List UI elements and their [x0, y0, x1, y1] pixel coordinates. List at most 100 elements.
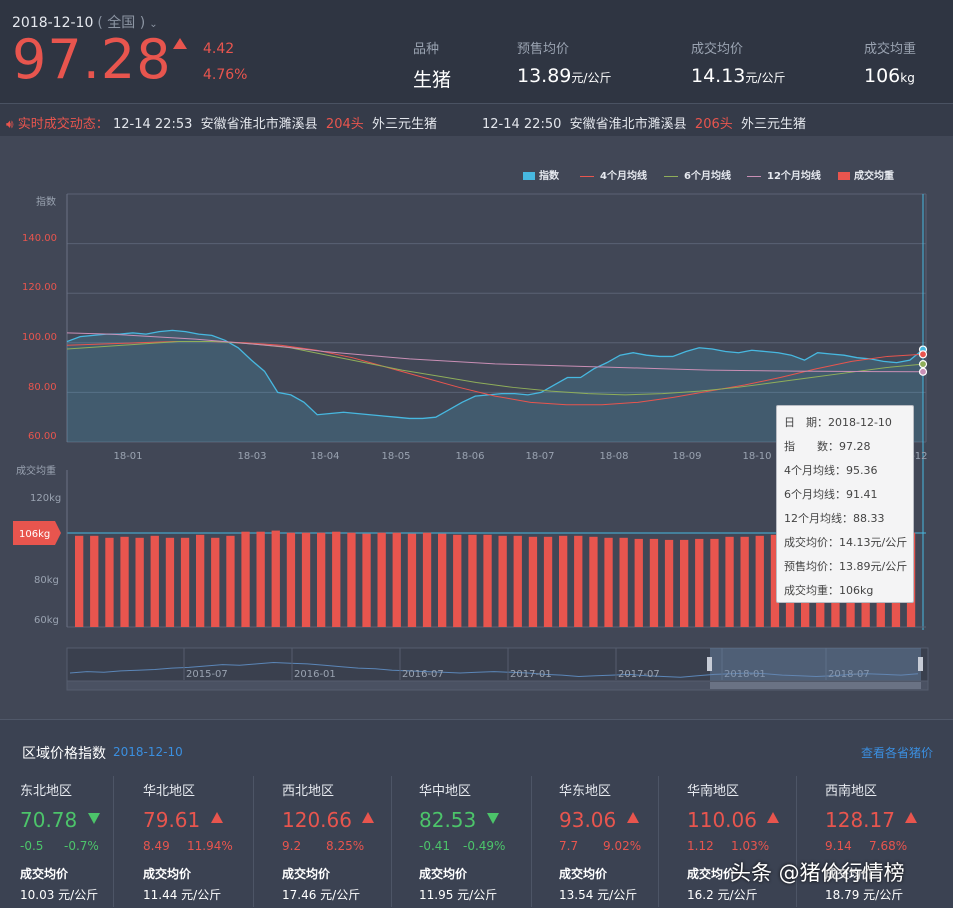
- x-tick: 18-09: [672, 451, 701, 462]
- chevron-down-icon[interactable]: ⌄: [149, 19, 158, 30]
- card-divider: [391, 776, 392, 907]
- navigator-selection[interactable]: [710, 648, 921, 681]
- region-avg-price: 18.79 元/公斤: [825, 888, 904, 902]
- y-tick: 140.00: [22, 233, 57, 244]
- weight-bar: [498, 535, 507, 627]
- card-divider: [253, 776, 254, 907]
- region-avg-label: 成交均价: [143, 867, 192, 881]
- tooltip-line: 日 期：2018-12-10: [784, 416, 892, 429]
- stat-breed: 品种 生猪: [413, 42, 452, 91]
- y-tick: 100.00: [22, 332, 57, 343]
- card-divider: [113, 776, 114, 907]
- price-header: [0, 0, 953, 103]
- x-tick: 18-07: [525, 451, 554, 462]
- scrollbar-thumb[interactable]: [710, 682, 921, 689]
- weight-bar: [634, 538, 643, 627]
- weight-bar: [422, 532, 432, 627]
- weight-bar: [256, 531, 265, 627]
- region-section: [0, 719, 953, 908]
- tooltip-line: 12个月均线：88.33: [784, 512, 885, 525]
- region-change-pct: 9.02%: [603, 839, 642, 853]
- live-deal-ticker: 🔊︎ 实时成交动态： 12-14 22:53 安徽省淮北市濉溪县 204头 外三…: [0, 103, 953, 137]
- region-avg-label: 成交均价: [687, 867, 736, 881]
- x-tick: 18-05: [381, 451, 410, 462]
- x-tick: 18-04: [310, 451, 339, 462]
- region-card[interactable]: 西南地区 128.17 9.14 7.68% 成交均价 18.79 元/公斤: [825, 780, 953, 907]
- x-tick: 18-01: [113, 451, 142, 462]
- region-card[interactable]: 华中地区 82.53 -0.41 -0.49% 成交均价 11.95 元/公斤: [419, 780, 554, 907]
- weight-bar: [135, 537, 144, 627]
- current-weight-label: 106kg: [19, 529, 50, 540]
- weight-bar: [120, 536, 129, 627]
- weight-bar: [165, 537, 175, 627]
- region-change-abs: -0.41: [419, 839, 451, 853]
- up-arrow-icon: [173, 38, 187, 49]
- ticker-item[interactable]: 12-14 22:50 安徽省淮北市濉溪县 206头 外三元生猪: [482, 117, 807, 132]
- change-pct: 4.76%: [203, 67, 248, 83]
- weight-bar: [559, 535, 568, 627]
- ticker-item[interactable]: 12-14 22:53 安徽省淮北市濉溪县 204头 外三元生猪: [113, 117, 438, 132]
- region-change-abs: 7.7: [559, 839, 579, 853]
- weight-bar: [226, 535, 235, 627]
- index-line: [66, 329, 924, 420]
- x-tick: 18-10: [742, 451, 771, 462]
- navigator-handle-left[interactable]: [707, 657, 712, 671]
- navigator-label: 2018-01: [724, 669, 766, 680]
- scrollbar-track: [66, 680, 929, 691]
- y-tick: 80.00: [28, 382, 57, 393]
- region-date: 2018-12-10: [113, 745, 183, 759]
- region-avg-price: 17.46 元/公斤: [282, 888, 361, 902]
- region-name: 华东地区: [559, 784, 612, 799]
- x-tick: 18-08: [599, 451, 628, 462]
- weight-bar: [543, 536, 553, 627]
- weight-bar: [407, 533, 417, 627]
- header-date: 2018-12-10( 全国 ) ⌄: [12, 15, 158, 31]
- legend-index[interactable]: 指数: [523, 167, 559, 182]
- weight-bar: [332, 531, 341, 627]
- series-end-marker: [918, 360, 928, 369]
- legend-weight[interactable]: 成交均重: [838, 167, 894, 182]
- region-card[interactable]: 华北地区 79.61 8.49 11.94% 成交均价 11.44 元/公斤: [143, 780, 278, 907]
- navigator-label: 2017-01: [510, 669, 552, 680]
- legend-ma4[interactable]: 4个月均线: [580, 167, 647, 182]
- weight-bar: [453, 534, 462, 628]
- region-card[interactable]: 西北地区 120.66 9.2 8.25% 成交均价 17.46 元/公斤: [282, 780, 417, 907]
- weight-bar: [680, 539, 689, 627]
- y-axis-title-weight: 成交均重: [16, 466, 56, 477]
- weight-bar: [755, 535, 764, 627]
- region-name: 东北地区: [20, 784, 73, 799]
- scope-selector[interactable]: ( 全国 ) ⌄: [97, 15, 158, 31]
- region-card[interactable]: 华东地区 93.06 7.7 9.02% 成交均价 13.54 元/公斤: [559, 780, 694, 907]
- region-change-abs: 1.12: [687, 839, 714, 853]
- legend-ma6[interactable]: 6个月均线: [664, 167, 731, 182]
- legend-ma12[interactable]: 12个月均线: [747, 167, 821, 182]
- weight-bar: [392, 532, 401, 627]
- navigator-label: 2015-07: [186, 669, 228, 680]
- region-change-abs: 8.49: [143, 839, 170, 853]
- weight-bar: [75, 535, 84, 627]
- tooltip-line: 成交均重：106kg: [784, 584, 874, 597]
- region-avg-price: 11.44 元/公斤: [143, 888, 222, 902]
- card-divider: [658, 776, 659, 907]
- up-arrow-icon: [767, 812, 779, 823]
- weight-bar: [770, 534, 780, 628]
- navigator-handle-right[interactable]: [918, 657, 923, 671]
- speaker-icon: 🔊︎: [6, 117, 14, 131]
- region-avg-price: 13.54 元/公斤: [559, 888, 638, 902]
- weight-bar: [664, 539, 674, 627]
- down-arrow-icon: [88, 813, 100, 824]
- tooltip-line: 预售均价：13.89元/公斤: [784, 560, 908, 573]
- region-change-abs: 9.2: [282, 839, 302, 853]
- view-provinces-link[interactable]: 查看各省猪价: [861, 746, 934, 760]
- up-arrow-icon: [362, 812, 374, 823]
- region-change-pct: -0.7%: [64, 839, 99, 853]
- x-tick: 18-06: [455, 451, 484, 462]
- region-avg-price: 10.03 元/公斤: [20, 888, 99, 902]
- region-name: 华中地区: [419, 784, 472, 799]
- index-chart[interactable]: 18-01 18-03 18-04 18-05 18-06 18-07 18-08 18-09…: [0, 0, 953, 720]
- navigator-label: 2016-07: [402, 669, 444, 680]
- y-tick: 120kg: [30, 493, 62, 504]
- region-card[interactable]: 东北地区 70.78 -0.5 -0.7% 成交均价 10.03 元/公斤: [20, 780, 155, 907]
- region-card[interactable]: 华南地区 110.06 1.12 1.03% 成交均价 16.2 元/公斤: [687, 780, 822, 907]
- y-tick: 80kg: [34, 575, 59, 586]
